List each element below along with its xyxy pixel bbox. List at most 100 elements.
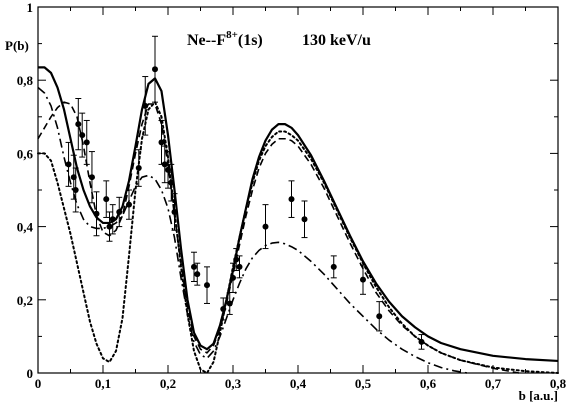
data-point	[418, 334, 425, 350]
data-point	[168, 163, 175, 202]
point-marker	[191, 263, 197, 270]
point-marker	[171, 208, 178, 215]
data-point	[165, 151, 171, 189]
chart-annotation: Ne--F8+(1s)	[187, 29, 263, 49]
point-marker	[126, 201, 132, 208]
data-point	[65, 141, 72, 187]
point-marker	[226, 300, 233, 307]
x-tick-label: 0	[35, 376, 42, 391]
point-marker	[152, 66, 158, 73]
data-points-layer	[65, 35, 425, 350]
point-marker	[65, 161, 72, 168]
point-marker	[376, 313, 383, 320]
chart-annotation-energy: 130 keV/u	[302, 32, 371, 49]
point-marker	[194, 271, 201, 278]
data-point	[158, 119, 165, 165]
x-tick-label: 0,7	[485, 376, 502, 391]
point-marker	[103, 196, 110, 203]
point-marker	[168, 179, 175, 186]
x-tick-label: 0,4	[290, 376, 307, 391]
point-marker	[83, 139, 90, 146]
point-marker	[288, 196, 295, 203]
data-point	[171, 193, 178, 231]
series-line-dotted	[37, 101, 559, 374]
point-marker	[204, 282, 210, 289]
point-marker	[142, 102, 149, 109]
point-marker	[236, 263, 243, 270]
y-tick-label: 0,6	[17, 146, 34, 161]
series-line-dash-dot	[37, 86, 468, 374]
point-marker	[161, 161, 168, 168]
series-line-solid	[38, 66, 559, 363]
x-axis-label: b [a.u.]	[519, 388, 558, 403]
data-point	[236, 255, 243, 279]
point-marker	[158, 139, 165, 146]
point-marker	[220, 305, 227, 312]
x-tick-label: 0,5	[355, 376, 372, 391]
data-point	[142, 76, 149, 136]
data-point	[103, 180, 110, 218]
annotation-prefix: Ne--F	[187, 32, 226, 49]
point-marker	[135, 165, 142, 172]
data-point	[126, 189, 132, 220]
y-tick-label: 0,4	[17, 220, 34, 235]
data-point	[135, 149, 142, 187]
point-marker	[230, 274, 236, 281]
point-marker	[330, 263, 337, 270]
point-marker	[301, 216, 308, 223]
axes-layer: 0 0,1 0,2 0,3 0,4 0,5 0,6 0,7 0,8 0 0,2 0,4 0,6 0,8 1	[17, 0, 567, 391]
y-tick-label: 0,2	[17, 293, 33, 308]
data-point	[75, 98, 82, 151]
data-point	[83, 119, 90, 165]
y-tick-label: 0,8	[17, 73, 34, 88]
data-point	[116, 196, 123, 228]
data-point	[152, 35, 158, 103]
x-tick-label: 0,6	[420, 376, 437, 391]
data-point	[106, 211, 113, 242]
data-point	[360, 264, 366, 295]
data-point	[204, 266, 210, 304]
point-marker	[79, 132, 86, 139]
annotation-suffix: (1s)	[238, 32, 263, 49]
data-point	[288, 180, 295, 218]
data-point	[220, 297, 227, 321]
data-point	[79, 112, 86, 158]
x-tick-label: 0,2	[160, 376, 176, 391]
data-point	[233, 248, 240, 272]
data-point	[109, 204, 116, 235]
data-point	[262, 204, 269, 250]
point-marker	[106, 223, 113, 230]
curves-layer	[37, 66, 559, 374]
data-point	[194, 262, 201, 286]
series-line-dashed	[37, 101, 520, 374]
data-point	[72, 167, 79, 213]
y-axis-label: P(b)	[5, 38, 29, 53]
x-tick-label: 0,3	[225, 376, 242, 391]
point-marker	[165, 166, 171, 173]
data-point	[161, 145, 168, 184]
point-marker	[262, 223, 269, 230]
data-point	[93, 191, 100, 237]
data-point	[88, 151, 95, 204]
x-tick-label: 0,8	[550, 376, 567, 391]
point-marker	[116, 208, 123, 215]
point-marker	[93, 210, 100, 217]
data-point	[301, 200, 308, 239]
data-point	[230, 262, 236, 293]
data-point	[191, 251, 197, 282]
point-marker	[72, 187, 79, 193]
annotation-superscript: 8+	[226, 29, 238, 41]
point-marker	[88, 174, 95, 181]
plot-frame	[37, 6, 559, 374]
data-point	[330, 255, 337, 279]
point-marker	[418, 338, 425, 345]
x-tick-label: 0,1	[95, 376, 111, 391]
point-marker	[360, 276, 366, 283]
y-tick-label: 0	[27, 366, 34, 381]
point-marker	[233, 256, 240, 263]
point-marker	[75, 121, 82, 128]
y-tick-label: 1	[27, 0, 34, 15]
data-point	[376, 301, 383, 332]
point-marker	[109, 216, 116, 223]
